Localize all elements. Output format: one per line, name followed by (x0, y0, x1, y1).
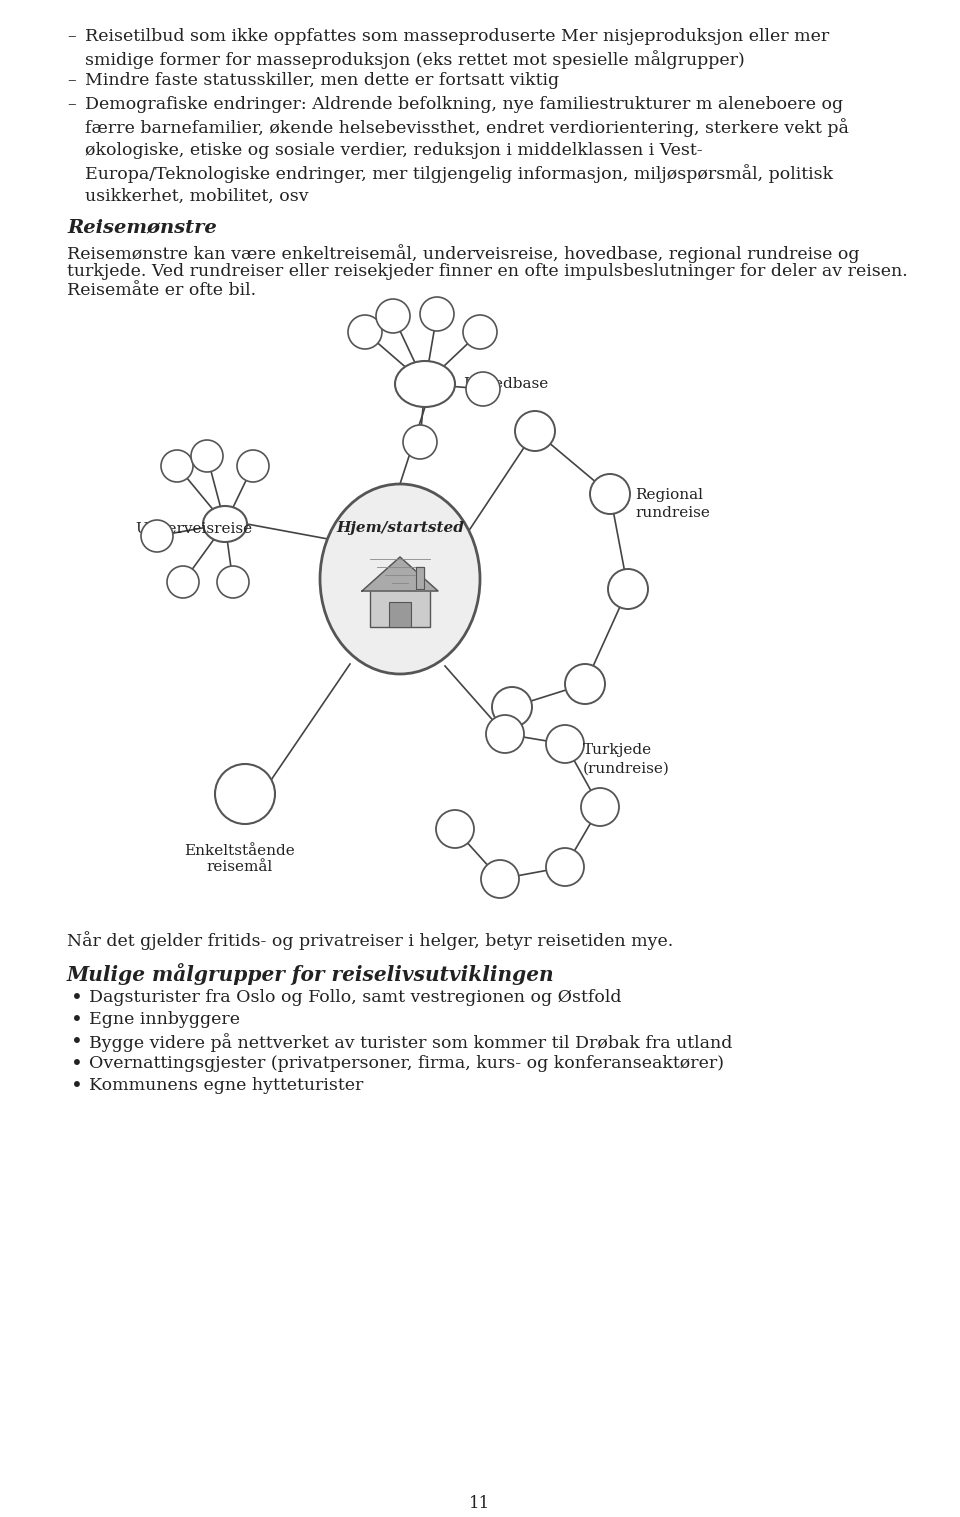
Text: Reisetilbud som ikke oppfattes som masseproduserte Mer nisjeproduksjon eller mer: Reisetilbud som ikke oppfattes som masse… (85, 27, 829, 70)
Text: –: – (67, 96, 76, 112)
Text: Overnattingsgjester (privatpersoner, firma, kurs- og konferanseaktører): Overnattingsgjester (privatpersoner, fir… (89, 1054, 724, 1073)
Text: –: – (67, 71, 76, 90)
Text: Mindre faste statusskiller, men dette er fortsatt viktig: Mindre faste statusskiller, men dette er… (85, 71, 559, 90)
Circle shape (590, 473, 630, 514)
Circle shape (161, 451, 193, 482)
Circle shape (486, 715, 524, 752)
Circle shape (215, 765, 275, 824)
Circle shape (217, 566, 249, 598)
Circle shape (191, 440, 223, 472)
Text: turkjede. Ved rundreiser eller reisekjeder finner en ofte impulsbeslutninger for: turkjede. Ved rundreiser eller reisekjed… (67, 262, 908, 281)
Text: Underveisreise: Underveisreise (135, 522, 252, 536)
Polygon shape (362, 557, 438, 592)
Circle shape (466, 372, 500, 407)
Text: Når det gjelder fritids- og privatreiser i helger, betyr reisetiden mye.: Når det gjelder fritids- og privatreiser… (67, 931, 673, 950)
Ellipse shape (395, 361, 455, 407)
Text: Enkeltstående
reisemål: Enkeltstående reisemål (184, 843, 296, 874)
Circle shape (581, 787, 619, 825)
Text: Regional
rundreise: Regional rundreise (635, 488, 709, 520)
Text: Turkjede
(rundreise): Turkjede (rundreise) (583, 743, 670, 775)
Text: Reisemønstre kan være enkeltreisemål, underveisreise, hovedbase, regional rundre: Reisemønstre kan være enkeltreisemål, un… (67, 244, 859, 262)
Circle shape (436, 810, 474, 848)
Circle shape (546, 848, 584, 886)
Text: •: • (71, 1033, 83, 1051)
Text: Hovedbase: Hovedbase (463, 378, 548, 391)
Text: Reisemønstre: Reisemønstre (67, 218, 217, 237)
Text: Mulige målgrupper for reiselivsutviklingen: Mulige målgrupper for reiselivsutvikling… (67, 963, 555, 985)
Text: Kommunens egne hytteturister: Kommunens egne hytteturister (89, 1077, 364, 1094)
Circle shape (403, 425, 437, 460)
Text: •: • (71, 1010, 83, 1030)
Text: –: – (67, 27, 76, 46)
Ellipse shape (320, 484, 480, 674)
Circle shape (420, 297, 454, 331)
Bar (370, 586, 430, 627)
Polygon shape (416, 567, 424, 589)
Circle shape (348, 316, 382, 349)
Text: Hjem/startsted: Hjem/startsted (336, 520, 464, 536)
Bar (389, 602, 411, 627)
Text: Demografiske endringer: Aldrende befolkning, nye familiestrukturer m aleneboere : Demografiske endringer: Aldrende befolkn… (85, 96, 849, 205)
Circle shape (492, 687, 532, 727)
Circle shape (608, 569, 648, 608)
Circle shape (546, 725, 584, 763)
Text: •: • (71, 1077, 83, 1095)
Circle shape (463, 316, 497, 349)
Circle shape (515, 411, 555, 451)
Text: Bygge videre på nettverket av turister som kommer til Drøbak fra utland: Bygge videre på nettverket av turister s… (89, 1033, 732, 1051)
Text: 11: 11 (469, 1494, 491, 1512)
Text: •: • (71, 989, 83, 1007)
Ellipse shape (203, 507, 247, 542)
Circle shape (565, 664, 605, 704)
Text: Reisemåte er ofte bil.: Reisemåte er ofte bil. (67, 282, 256, 299)
Text: Dagsturister fra Oslo og Follo, samt vestregionen og Østfold: Dagsturister fra Oslo og Follo, samt ves… (89, 989, 621, 1006)
Text: Egne innbyggere: Egne innbyggere (89, 1010, 240, 1029)
Circle shape (376, 299, 410, 334)
Circle shape (481, 860, 519, 898)
Text: •: • (71, 1054, 83, 1074)
Circle shape (141, 520, 173, 552)
Circle shape (167, 566, 199, 598)
Circle shape (237, 451, 269, 482)
